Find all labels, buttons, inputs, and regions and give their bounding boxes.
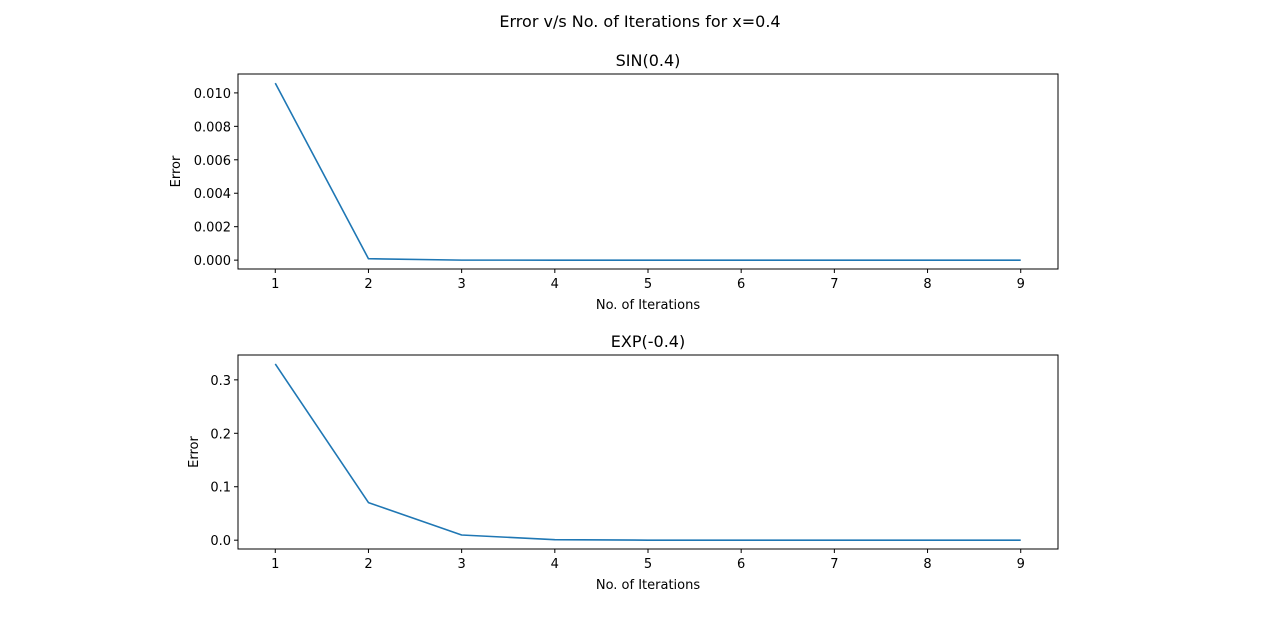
- exp-y-tick-label: 0.0: [210, 534, 231, 549]
- sin-x-tick-label: 7: [830, 277, 838, 292]
- sin-x-tick-label: 8: [923, 277, 931, 292]
- subplot-sin: SIN(0.4) 1 2 3 4 5 6 7 8 9 0.000 0.002 0.004 0.006 0.0…: [169, 51, 1059, 313]
- sin-x-tick-label: 1: [271, 277, 279, 292]
- sin-y-tick-label: 0.004: [194, 187, 231, 202]
- exp-title: EXP(-0.4): [611, 332, 685, 351]
- exp-x-tick-label: 9: [1017, 557, 1025, 572]
- exp-x-tick-label: 4: [551, 557, 559, 572]
- sin-error-line: [274, 82, 1021, 261]
- exp-x-tick-label: 6: [737, 557, 745, 572]
- exp-x-tick-label: 1: [271, 557, 279, 572]
- sin-x-tick-label: 2: [364, 277, 372, 292]
- sin-x-tick-label: 3: [457, 277, 465, 292]
- sin-x-tick-label: 6: [737, 277, 745, 292]
- sin-x-axis-label: No. of Iterations: [596, 298, 701, 313]
- exp-x-tick-label: 8: [923, 557, 931, 572]
- exp-x-tick-label: 3: [457, 557, 465, 572]
- exp-y-tick-label: 0.1: [210, 481, 231, 496]
- sin-y-tick-label: 0.008: [194, 120, 231, 135]
- exp-y-axis-label: Error: [187, 436, 202, 468]
- sin-y-tick-label: 0.006: [194, 154, 231, 169]
- exp-y-tick-label: 0.3: [210, 374, 231, 389]
- exp-x-tick-label: 2: [364, 557, 372, 572]
- exp-axes-frame: [237, 354, 1059, 550]
- exp-y-tick-label: 0.2: [210, 427, 231, 442]
- sin-y-tick-label: 0.002: [194, 221, 231, 236]
- exp-x-tick-label: 5: [644, 557, 652, 572]
- sin-x-tick-label: 4: [551, 277, 559, 292]
- sin-y-tick-label: 0.000: [194, 254, 231, 269]
- sin-x-tick-label: 9: [1017, 277, 1025, 292]
- exp-x-axis-label: No. of Iterations: [596, 578, 701, 593]
- subplot-exp: EXP(-0.4) 1 2 3 4 5 6 7 8 9 0.0 0.1 0.2 0.3 No. of Ite…: [187, 332, 1059, 593]
- figure-suptitle: Error v/s No. of Iterations for x=0.4: [499, 12, 780, 31]
- sin-y-tick-label: 0.010: [194, 87, 231, 102]
- exp-x-tick-label: 7: [830, 557, 838, 572]
- sin-title: SIN(0.4): [616, 51, 681, 70]
- sin-axes-frame: [237, 73, 1059, 270]
- sin-y-axis-label: Error: [169, 155, 184, 187]
- sin-x-tick-label: 5: [644, 277, 652, 292]
- exp-error-line: [274, 363, 1021, 541]
